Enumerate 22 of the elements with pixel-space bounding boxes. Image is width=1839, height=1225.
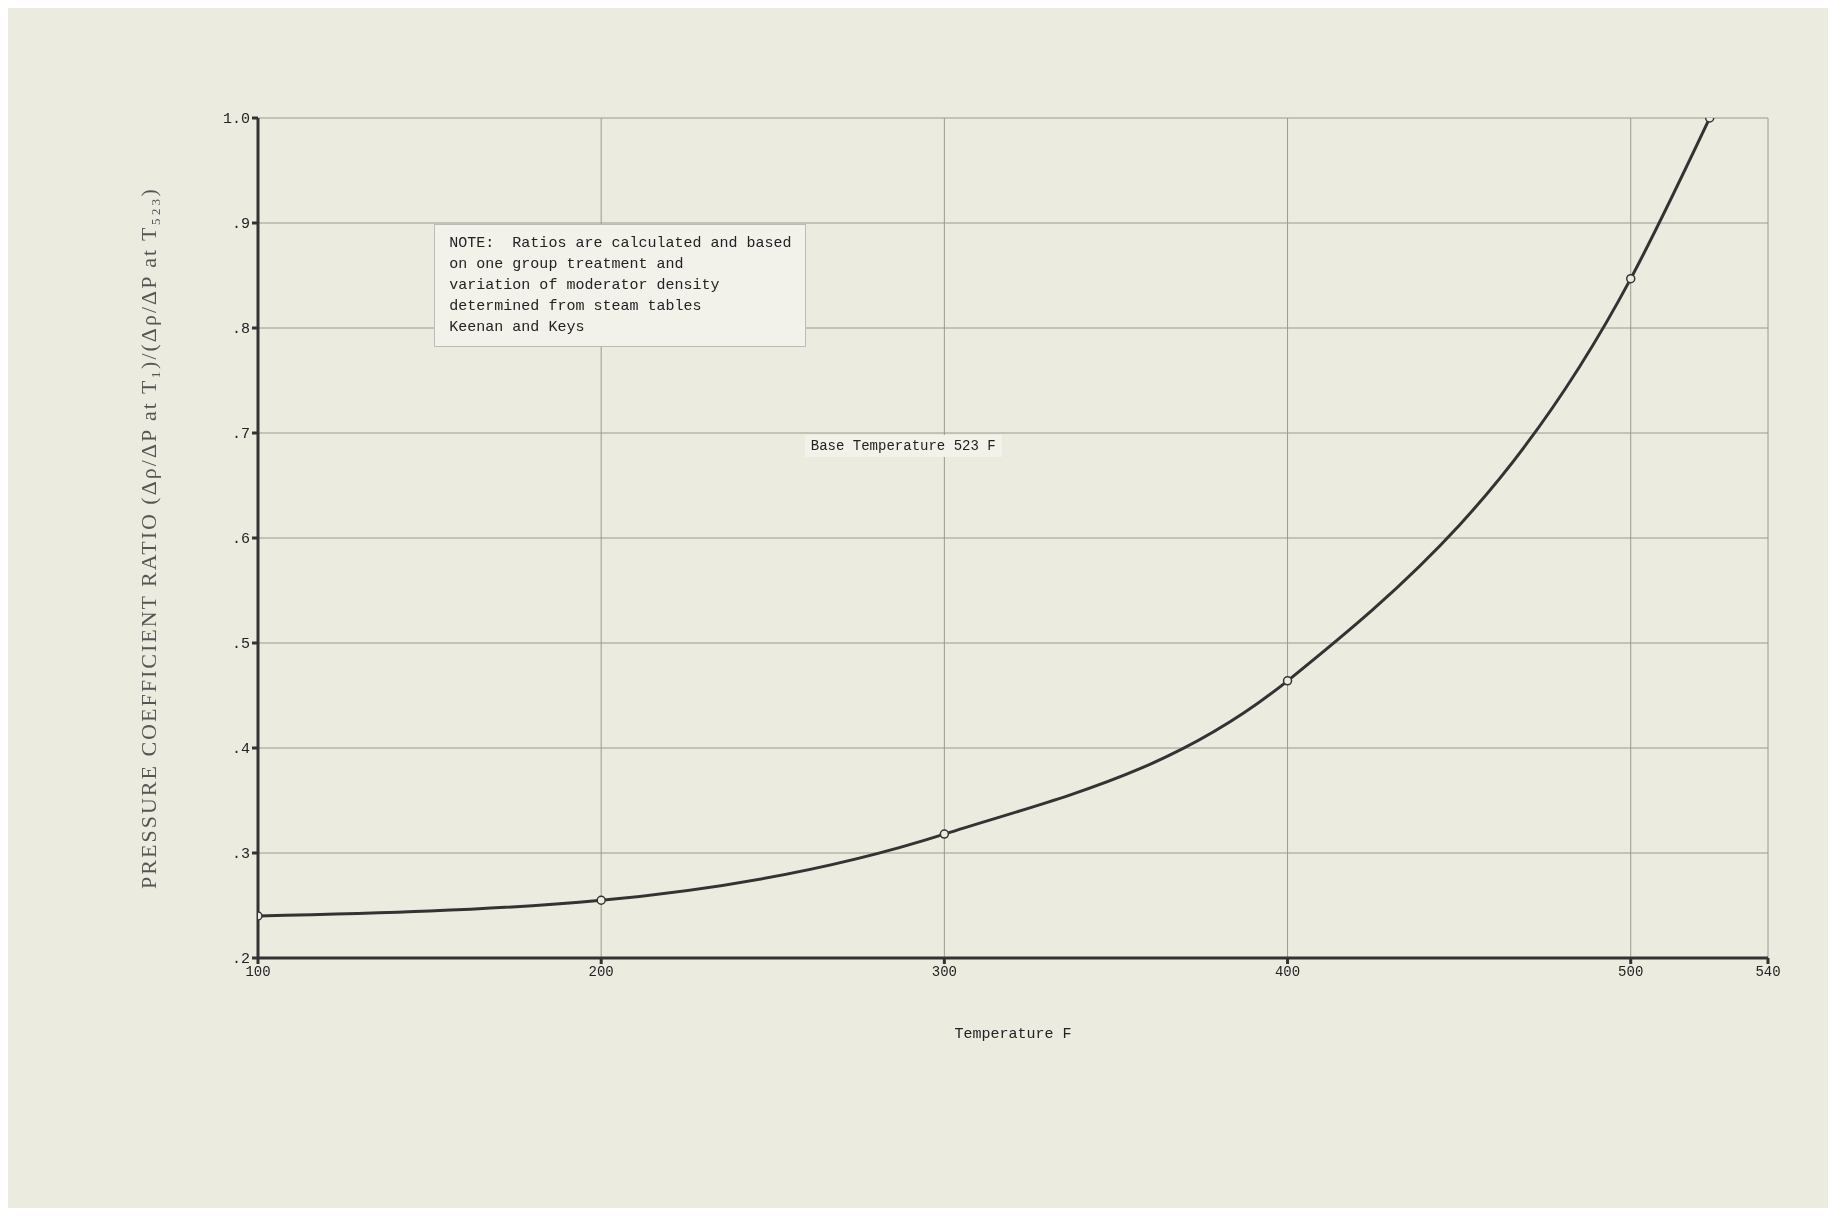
- y-tick-label: .7: [231, 426, 250, 444]
- annotation: Base Temperature 523 F: [804, 435, 1002, 457]
- y-tick-label: .8: [231, 321, 250, 339]
- point: [596, 895, 606, 905]
- x-tick-label: 300: [931, 963, 957, 980]
- y-tick-label: .3: [231, 846, 250, 864]
- y-tick-label: .9: [231, 216, 250, 234]
- point: [1282, 676, 1293, 686]
- x-tick-label: 400: [1274, 963, 1301, 980]
- y-axis-title: PRESSURE COEFFICIENT RATIO (Δρ/ΔP at T₁)/(Δρ/ΔP at T₅₂₃): [135, 187, 161, 889]
- y-tick-label: 1.0: [222, 111, 250, 129]
- point: [1625, 273, 1636, 284]
- x-tick-label: 500: [1618, 963, 1644, 980]
- y-tick-label: .4: [231, 741, 250, 759]
- y-tick-label: .5: [231, 636, 250, 654]
- x-axis-title: Temperature F: [954, 1026, 1072, 1043]
- x-tick-label: 540: [1755, 963, 1781, 980]
- y-tick-label: .6: [231, 531, 250, 549]
- point: [939, 829, 950, 839]
- x-tick-label: 100: [245, 963, 271, 980]
- annotation: NOTE: Ratios are calculated and based on one group treatment and variation of moderator density determined from steam tables Keenan and Keys: [434, 223, 807, 347]
- x-tick-label: 200: [588, 963, 614, 980]
